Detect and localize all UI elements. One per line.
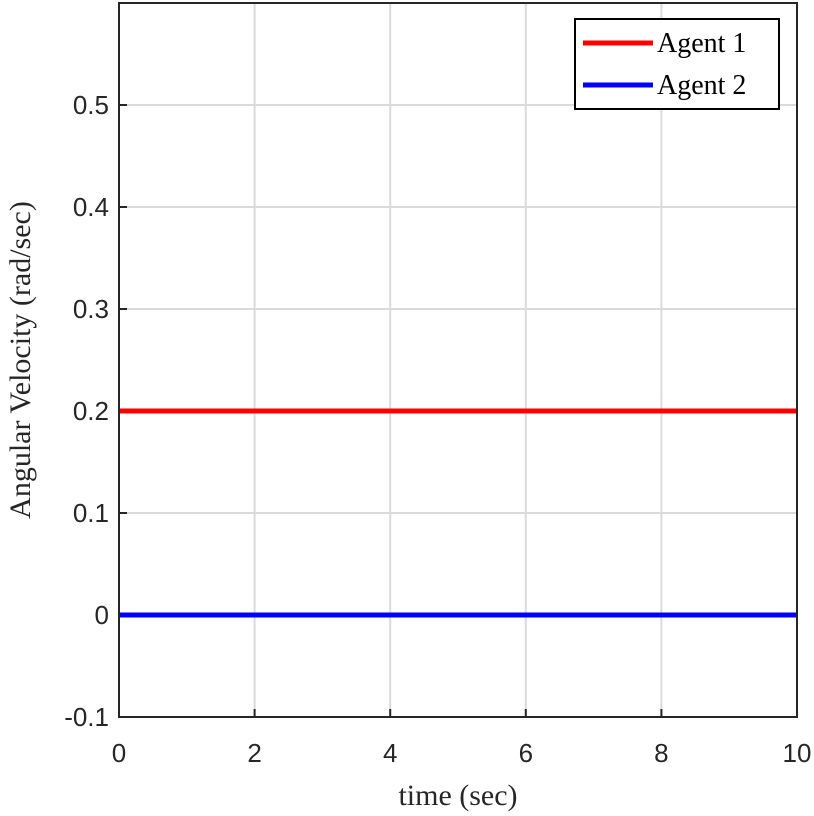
y-tick-label: 0.4: [73, 192, 109, 222]
y-tick-label: 0.3: [73, 294, 109, 324]
x-tick-label: 2: [247, 738, 261, 768]
x-tick-label: 6: [519, 738, 533, 768]
plot-area: [119, 3, 797, 717]
legend-box: [574, 18, 780, 110]
axes-box: [118, 2, 798, 718]
y-tick-label: 0.2: [73, 396, 109, 426]
x-tick-label: 8: [654, 738, 668, 768]
y-tick-label: 0.5: [73, 90, 109, 120]
x-axis-label: time (sec): [398, 779, 517, 812]
x-tick-label: 4: [383, 738, 397, 768]
legend-label: Agent 1: [657, 28, 746, 59]
y-tick-label: 0.1: [73, 498, 109, 528]
x-tick-label: 0: [112, 738, 126, 768]
y-axis-label: Angular Velocity (rad/sec): [4, 201, 37, 519]
legend-label: Agent 2: [657, 70, 746, 101]
x-tick-label: 10: [783, 738, 812, 768]
y-tick-label: -0.1: [64, 702, 109, 732]
y-tick-label: 0: [95, 600, 109, 630]
